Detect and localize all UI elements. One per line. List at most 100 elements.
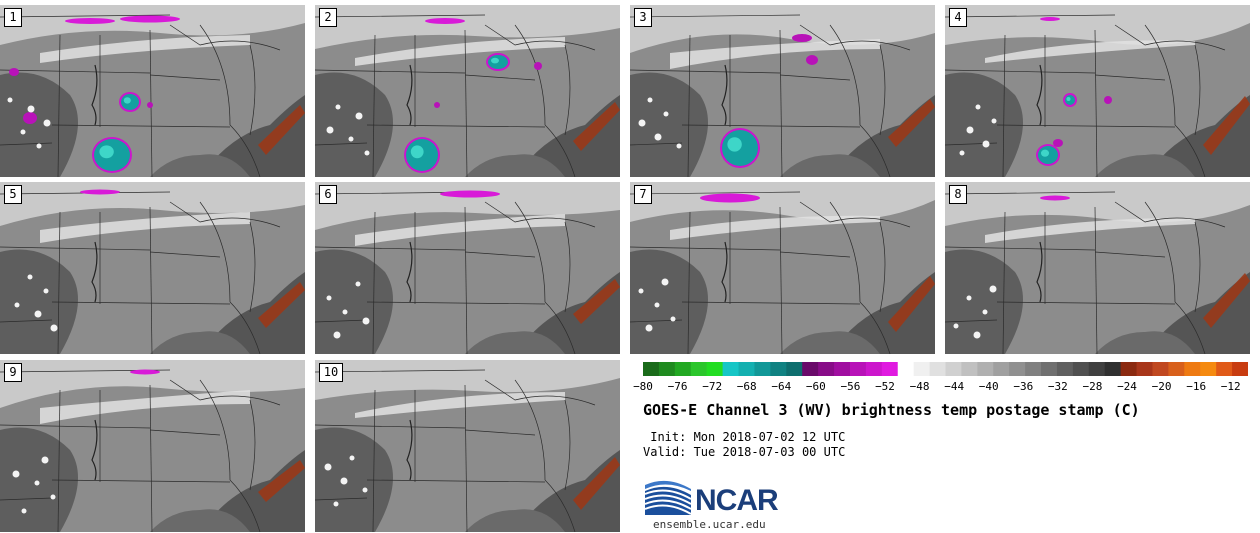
colorbar-tick-label: −16	[1186, 380, 1207, 393]
stamp-label-3: 3	[634, 8, 652, 27]
cold-cloud-blob	[434, 102, 440, 108]
colorbar-swatch	[913, 362, 931, 376]
colorbar-tick-label: −12	[1220, 380, 1241, 393]
stamp-panel-8: 8	[945, 182, 1250, 354]
bright-band	[985, 40, 1195, 63]
colorbar-tick-label: −36	[1013, 380, 1034, 393]
colorbar-swatch	[1120, 362, 1138, 376]
convective-cell	[647, 97, 653, 103]
valid-time: Valid: Tue 2018-07-03 00 UTC	[643, 445, 846, 459]
dry-region-south	[465, 509, 565, 532]
storm-core-bright	[410, 145, 424, 159]
river-line	[406, 241, 413, 303]
stamp-map-2	[315, 5, 620, 177]
convective-cell	[324, 463, 332, 471]
cold-cloud-blob	[1104, 96, 1112, 104]
convective-cell	[333, 331, 341, 339]
convective-cell	[959, 150, 965, 156]
colorbar-swatch	[1009, 362, 1026, 376]
stamp-panel-6: 6	[315, 182, 620, 354]
state-boundary	[1094, 251, 1166, 258]
colorbar-swatch	[674, 362, 692, 376]
cold-cloud-streak	[80, 189, 120, 195]
river-line	[91, 419, 98, 481]
moist-band	[315, 360, 620, 400]
state-boundary	[366, 124, 546, 128]
state-boundary	[464, 74, 536, 81]
convective-cell	[34, 310, 42, 318]
state-boundary	[315, 497, 368, 501]
state-boundary	[0, 497, 53, 501]
stamp-map-1	[0, 5, 305, 177]
ncar-logo-text: NCAR	[695, 484, 779, 517]
state-boundary	[229, 301, 261, 354]
bright-band	[40, 35, 250, 63]
state-boundary	[945, 69, 1096, 74]
dry-region-southeast	[200, 450, 305, 532]
country-border	[945, 191, 1116, 195]
state-boundary	[544, 479, 576, 532]
convective-cell	[982, 140, 990, 148]
warm-streak	[573, 102, 620, 151]
bright-band	[670, 215, 880, 240]
state-boundary	[945, 319, 998, 323]
dry-region-southeast	[830, 95, 935, 177]
bright-band	[670, 39, 880, 69]
colorbar-tick-label: −24	[1117, 380, 1137, 393]
state-boundary	[564, 221, 571, 313]
warm-streak	[1203, 273, 1250, 328]
convective-cell	[340, 477, 348, 485]
cold-cloud-blob	[534, 62, 542, 70]
cold-cloud-blob	[806, 55, 818, 65]
state-boundary	[199, 24, 231, 126]
cold-cloud-streak	[1040, 17, 1060, 21]
state-boundary	[0, 69, 151, 74]
cold-cloud-blob	[792, 34, 812, 42]
stamp-map-10	[315, 360, 620, 532]
storm-core-bright	[727, 137, 742, 152]
state-boundary	[169, 379, 281, 406]
cold-cloud-streak	[65, 18, 115, 24]
convective-cell	[645, 324, 653, 332]
colorbar-swatch	[1168, 362, 1185, 376]
colorbar-swatch	[834, 362, 851, 376]
stamp-panel-5: 5	[0, 182, 305, 354]
colorbar-swatch	[929, 362, 947, 376]
convective-cell	[349, 455, 355, 461]
country-border	[630, 14, 801, 18]
dry-region-southeast	[200, 95, 305, 177]
stamp-label-10: 10	[319, 363, 343, 382]
state-boundary	[879, 221, 886, 313]
warm-streak	[258, 460, 305, 502]
stamp-map-3	[630, 5, 935, 177]
state-boundary	[229, 124, 261, 177]
stamp-panel-7: 7	[630, 182, 935, 354]
state-boundary	[687, 211, 691, 354]
convective-cell	[953, 323, 959, 329]
convective-cell	[41, 456, 49, 464]
state-boundary	[544, 301, 576, 354]
stamp-label-8: 8	[949, 185, 967, 204]
stamp-map-7	[630, 182, 935, 354]
cold-cloud-streak	[1040, 195, 1070, 201]
state-boundary	[51, 479, 231, 483]
state-boundary	[51, 124, 231, 128]
state-boundary	[1144, 24, 1176, 126]
convective-cell	[34, 480, 40, 486]
colorbar	[643, 362, 1248, 376]
stamp-label-1: 1	[4, 8, 22, 27]
state-boundary	[249, 44, 256, 136]
colorbar-tick-label: −60	[805, 380, 826, 393]
state-boundary	[57, 34, 61, 177]
convective-cell	[326, 295, 332, 301]
convective-cell	[661, 278, 669, 286]
warm-streak	[258, 282, 305, 328]
convective-cell	[966, 126, 974, 134]
colorbar-tick-label: −20	[1151, 380, 1172, 393]
colorbar-swatch	[706, 362, 724, 376]
state-boundary	[464, 384, 468, 532]
colorbar-swatch	[961, 362, 978, 376]
stamp-panel-10: 10	[315, 360, 620, 532]
bright-band	[355, 37, 565, 66]
colorbar-swatch	[1072, 362, 1090, 376]
